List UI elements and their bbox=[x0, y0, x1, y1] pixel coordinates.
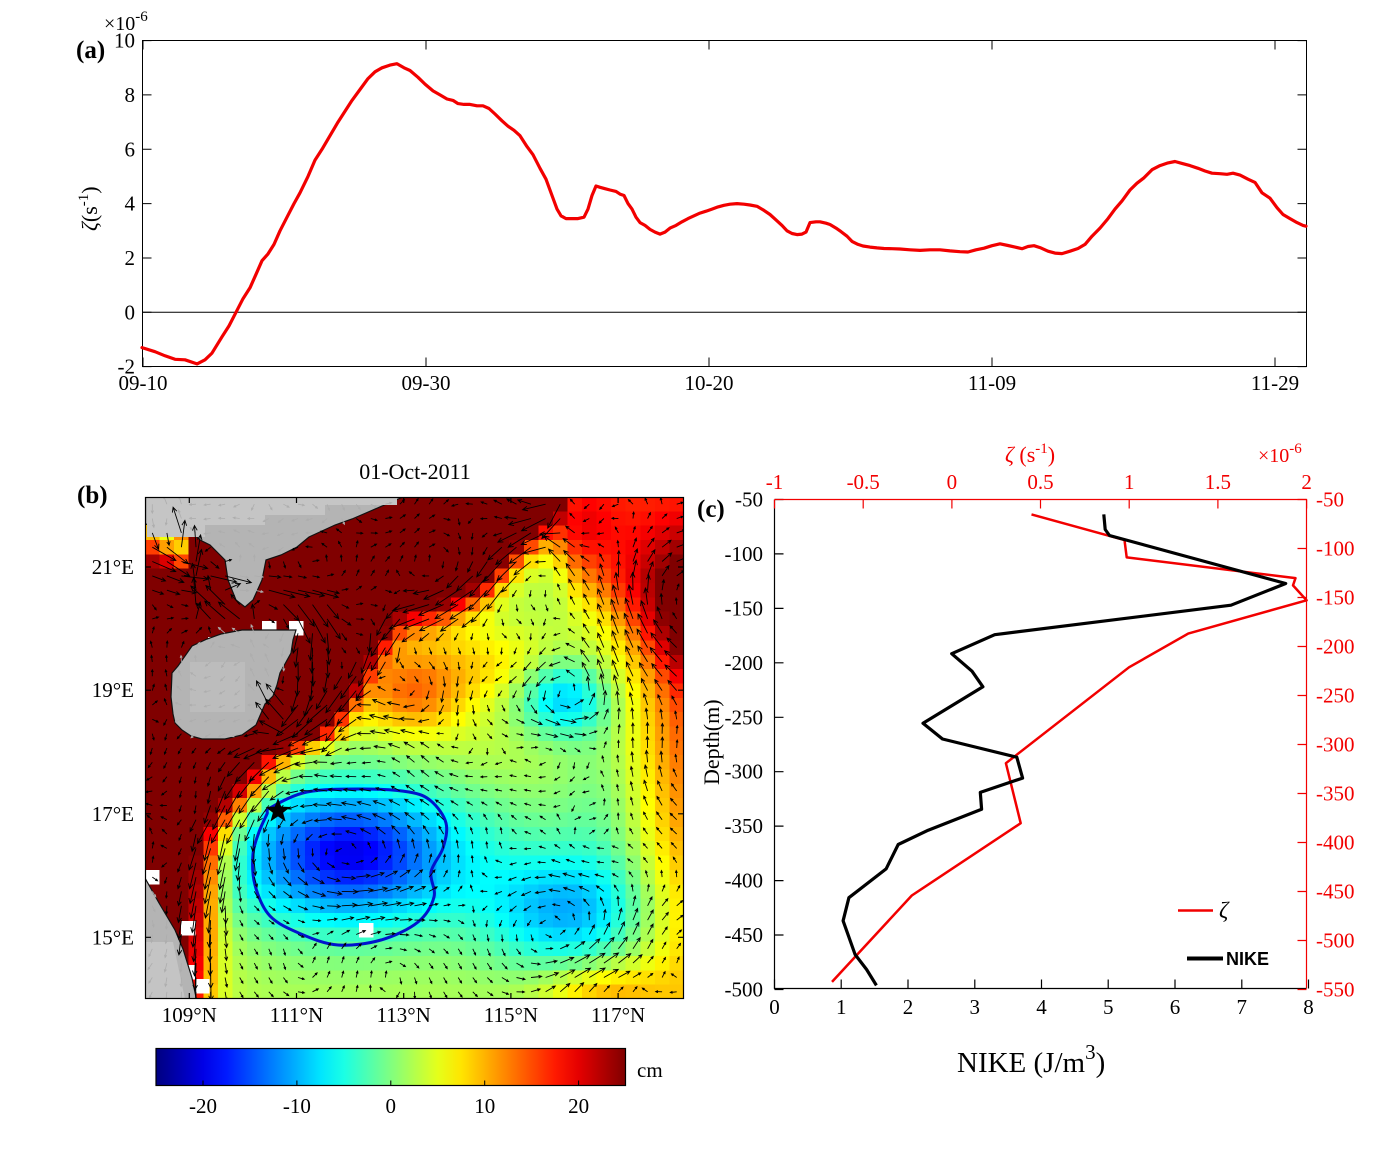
svg-text:ζ(s-1): ζ(s-1) bbox=[76, 186, 102, 231]
svg-text:-500: -500 bbox=[725, 978, 764, 1002]
svg-text:-300: -300 bbox=[725, 760, 764, 784]
svg-text:10-20: 10-20 bbox=[685, 371, 734, 395]
svg-text:109°N: 109°N bbox=[162, 1003, 217, 1027]
svg-text:(a): (a) bbox=[76, 37, 105, 64]
svg-text:cm: cm bbox=[637, 1058, 663, 1082]
svg-text:4: 4 bbox=[1036, 995, 1047, 1019]
svg-text:-400: -400 bbox=[1316, 831, 1355, 855]
svg-text:7: 7 bbox=[1237, 995, 1248, 1019]
svg-text:(c): (c) bbox=[697, 496, 725, 523]
svg-text:-200: -200 bbox=[1316, 635, 1355, 659]
svg-text:-0.5: -0.5 bbox=[847, 470, 880, 494]
svg-text:-50: -50 bbox=[1316, 488, 1344, 512]
svg-text:6: 6 bbox=[125, 137, 136, 161]
svg-text:10: 10 bbox=[474, 1094, 495, 1118]
svg-text:6: 6 bbox=[1170, 995, 1181, 1019]
svg-text:-450: -450 bbox=[1316, 880, 1355, 904]
svg-text:-450: -450 bbox=[725, 923, 764, 947]
svg-text:1: 1 bbox=[836, 995, 847, 1019]
svg-text:4: 4 bbox=[125, 192, 136, 216]
svg-text:0: 0 bbox=[947, 470, 958, 494]
svg-text:2: 2 bbox=[125, 246, 136, 270]
svg-text:-550: -550 bbox=[1316, 978, 1355, 1002]
svg-text:-10: -10 bbox=[283, 1094, 311, 1118]
svg-text:01-Oct-2011: 01-Oct-2011 bbox=[359, 459, 471, 484]
svg-text:-350: -350 bbox=[1316, 782, 1355, 806]
svg-text:0: 0 bbox=[125, 300, 136, 324]
svg-text:20: 20 bbox=[568, 1094, 589, 1118]
svg-text:115°N: 115°N bbox=[484, 1003, 538, 1027]
svg-text:2: 2 bbox=[1301, 470, 1312, 494]
svg-text:0: 0 bbox=[769, 995, 780, 1019]
svg-text:0: 0 bbox=[386, 1094, 397, 1118]
svg-text:8: 8 bbox=[125, 83, 136, 107]
svg-text:-350: -350 bbox=[725, 814, 764, 838]
svg-text:-400: -400 bbox=[725, 869, 764, 893]
svg-text:09-10: 09-10 bbox=[119, 371, 168, 395]
svg-text:ζ (s-1): ζ (s-1) bbox=[1005, 441, 1055, 467]
svg-text:17°E: 17°E bbox=[92, 802, 134, 826]
svg-text:21°E: 21°E bbox=[92, 555, 134, 579]
svg-text:5: 5 bbox=[1103, 995, 1114, 1019]
svg-text:-100: -100 bbox=[1316, 537, 1355, 561]
svg-text:111°N: 111°N bbox=[270, 1003, 324, 1027]
svg-text:1.5: 1.5 bbox=[1205, 470, 1231, 494]
svg-text:1: 1 bbox=[1124, 470, 1135, 494]
svg-text:ζ: ζ bbox=[1219, 898, 1230, 923]
svg-text:-100: -100 bbox=[725, 542, 764, 566]
svg-text:09-30: 09-30 bbox=[402, 371, 451, 395]
svg-text:10: 10 bbox=[114, 29, 135, 53]
svg-text:-1: -1 bbox=[766, 470, 784, 494]
svg-text:(b): (b) bbox=[77, 482, 108, 509]
svg-text:11-09: 11-09 bbox=[968, 371, 1016, 395]
svg-text:15°E: 15°E bbox=[92, 925, 134, 949]
svg-text:0.5: 0.5 bbox=[1027, 470, 1053, 494]
svg-text:19°E: 19°E bbox=[92, 678, 134, 702]
svg-text:8: 8 bbox=[1303, 995, 1314, 1019]
svg-text:Depth(m): Depth(m) bbox=[699, 699, 724, 785]
svg-text:-500: -500 bbox=[1316, 929, 1355, 953]
svg-text:NIKE: NIKE bbox=[1226, 949, 1269, 969]
svg-text:-250: -250 bbox=[1316, 684, 1355, 708]
svg-text:-250: -250 bbox=[725, 705, 764, 729]
svg-text:NIKE (J/m3): NIKE (J/m3) bbox=[957, 1040, 1105, 1079]
svg-text:113°N: 113°N bbox=[377, 1003, 431, 1027]
svg-text:-150: -150 bbox=[1316, 586, 1355, 610]
svg-text:-20: -20 bbox=[189, 1094, 217, 1118]
svg-text:-300: -300 bbox=[1316, 733, 1355, 757]
svg-text:-200: -200 bbox=[725, 651, 764, 675]
svg-text:11-29: 11-29 bbox=[1251, 371, 1299, 395]
svg-text:2: 2 bbox=[903, 995, 914, 1019]
svg-text:-2: -2 bbox=[118, 355, 136, 379]
svg-text:-50: -50 bbox=[735, 488, 763, 512]
svg-text:117°N: 117°N bbox=[591, 1003, 645, 1027]
svg-text:-150: -150 bbox=[725, 596, 764, 620]
svg-text:3: 3 bbox=[970, 995, 981, 1019]
